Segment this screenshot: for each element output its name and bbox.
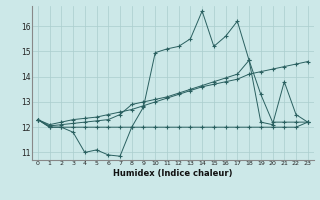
X-axis label: Humidex (Indice chaleur): Humidex (Indice chaleur) <box>113 169 233 178</box>
